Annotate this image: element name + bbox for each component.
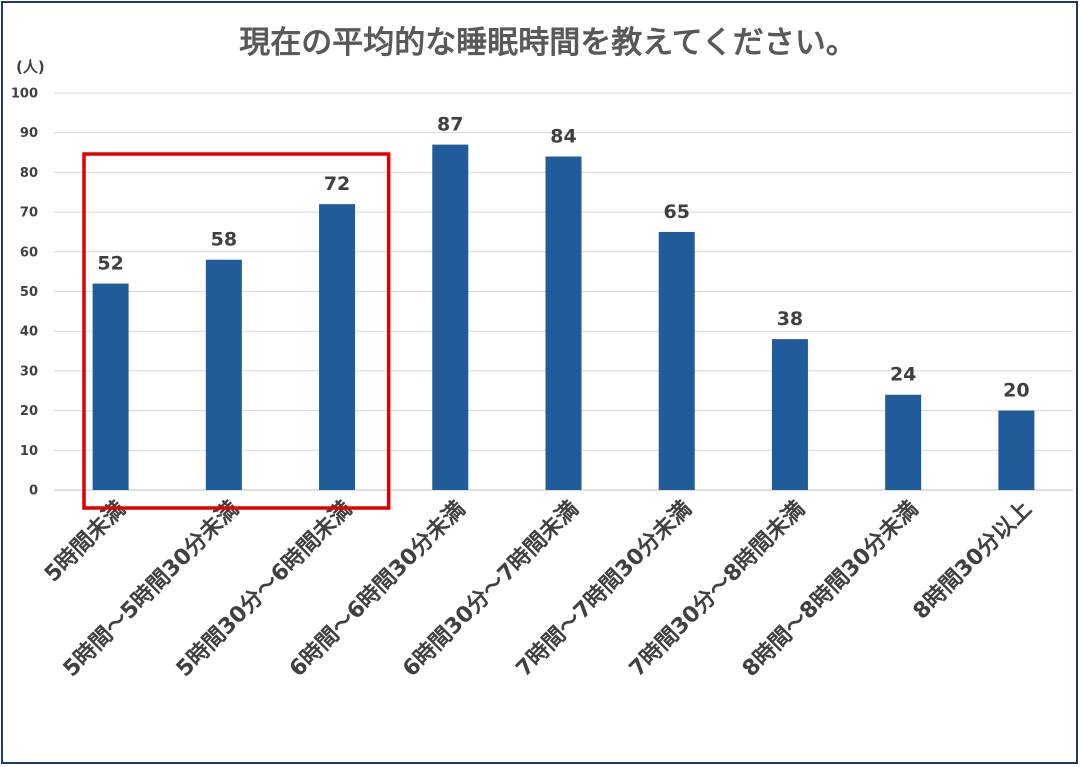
y-tick-label: 20 xyxy=(20,404,38,419)
bar xyxy=(92,283,129,490)
data-label: 65 xyxy=(663,201,689,223)
y-axis-tick-labels: 0 10 20 30 40 50 60 70 80 90 100 xyxy=(11,87,38,499)
data-label: 84 xyxy=(550,126,576,148)
y-tick-label: 80 xyxy=(20,166,38,181)
bars xyxy=(92,144,1035,491)
data-label: 20 xyxy=(1003,380,1029,402)
bar xyxy=(885,394,922,490)
data-label: 72 xyxy=(324,173,350,195)
y-tick-label: 40 xyxy=(20,325,38,340)
data-label: 87 xyxy=(437,114,463,136)
bar xyxy=(998,410,1035,490)
x-axis-tick-labels: 5時間未満5時間～5時間30分未満5時間30分～6時間未満6時間～6時間30分未… xyxy=(39,496,1036,682)
highlight-box-layer xyxy=(82,152,391,510)
y-tick-label: 90 xyxy=(20,126,38,141)
y-tick-label: 30 xyxy=(20,364,38,379)
y-tick-label: 100 xyxy=(11,87,38,102)
data-label: 58 xyxy=(211,229,237,251)
bar xyxy=(545,156,582,490)
bar xyxy=(205,259,242,490)
y-axis-unit-label: (人) xyxy=(16,58,45,76)
y-tick-label: 0 xyxy=(29,484,38,499)
x-tick-label: 8時間30分以上 xyxy=(909,497,1037,625)
bar xyxy=(432,144,469,491)
data-labels: 52 58 72 87 84 65 38 24 20 xyxy=(97,114,1029,402)
highlight-box xyxy=(82,152,391,510)
bar xyxy=(771,339,808,490)
y-tick-label: 60 xyxy=(20,245,38,260)
data-label: 52 xyxy=(97,253,123,275)
y-tick-label: 50 xyxy=(20,285,38,300)
data-label: 24 xyxy=(890,364,916,386)
chart-title: 現在の平均的な睡眠時間を教えてください。 xyxy=(239,25,857,61)
y-tick-label: 70 xyxy=(20,206,38,221)
bar xyxy=(319,204,356,490)
y-tick-label: 10 xyxy=(20,444,38,459)
data-label: 38 xyxy=(777,308,803,330)
bar xyxy=(658,231,695,490)
